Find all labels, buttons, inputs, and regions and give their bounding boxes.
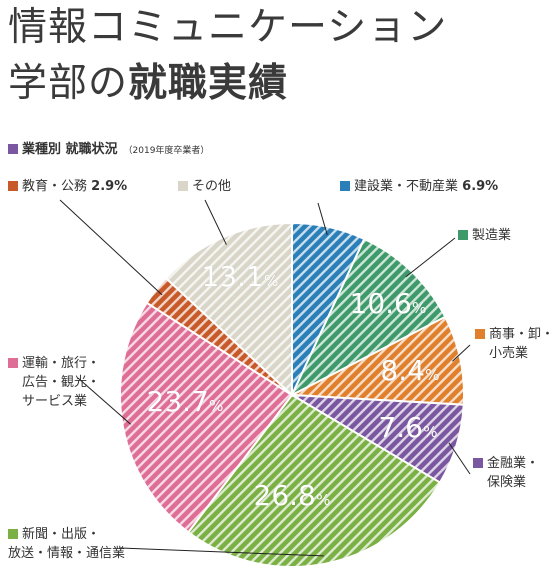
title-emphasis: 就職実績 — [128, 61, 289, 106]
label-construction: 建設業・不動産業 6.9% — [340, 177, 498, 196]
leader-media — [119, 547, 324, 557]
slice-commerce — [288, 315, 465, 406]
other-swatch — [178, 181, 188, 191]
leader-other — [204, 199, 227, 245]
page-title-line2: 学部の就職実績 — [8, 64, 288, 103]
manufacturing-swatch — [458, 230, 468, 240]
pct-label-media: 26.8% — [254, 479, 331, 512]
slice-transport — [119, 301, 294, 534]
label-other: その他 — [178, 177, 231, 196]
transport-swatch — [8, 358, 18, 368]
commerce-swatch — [475, 329, 485, 339]
subtitle-square-icon — [8, 144, 18, 154]
leader-manufacturing — [405, 237, 456, 278]
construction-swatch — [340, 181, 350, 191]
label-education: 教育・公務 2.9% — [8, 177, 127, 196]
pct-label-manufacturing: 10.6% — [350, 287, 427, 320]
label-manufacturing: 製造業 — [458, 226, 511, 245]
label-commerce: 商事・卸・ 小売業 — [475, 325, 554, 363]
label-finance: 金融業・ 保険業 — [473, 454, 539, 492]
pct-label-finance: 7.6% — [378, 411, 437, 444]
label-media: 新聞・出版・ 放送・情報・通信業 — [8, 527, 126, 561]
media-swatch — [8, 529, 18, 539]
chart-subtitle: 業種別 就職状況 （2019年度卒業者） — [8, 138, 209, 157]
slice-manufacturing — [289, 237, 447, 398]
leader-construction — [317, 202, 328, 235]
finance-swatch — [473, 458, 483, 468]
pct-label-other: 13.1% — [202, 260, 279, 293]
label-transport: 運輸・旅行・ 広告・観光・ サービス業 — [8, 354, 100, 411]
subtitle-note: （2019年度卒業者） — [123, 146, 210, 156]
pct-label-commerce: 8.4% — [380, 354, 439, 387]
slice-media — [186, 393, 442, 568]
page-title-line1: 情報コミュニケーション — [8, 5, 448, 50]
title-prefix: 学部の — [8, 61, 129, 106]
pct-label-transport: 23.7% — [147, 385, 224, 418]
education-swatch — [8, 181, 18, 191]
leader-education — [59, 199, 163, 296]
subtitle-text: 業種別 就職状況 — [22, 142, 118, 157]
leader-commerce — [452, 344, 471, 362]
leader-finance — [448, 442, 471, 475]
leader-transport — [77, 377, 131, 425]
